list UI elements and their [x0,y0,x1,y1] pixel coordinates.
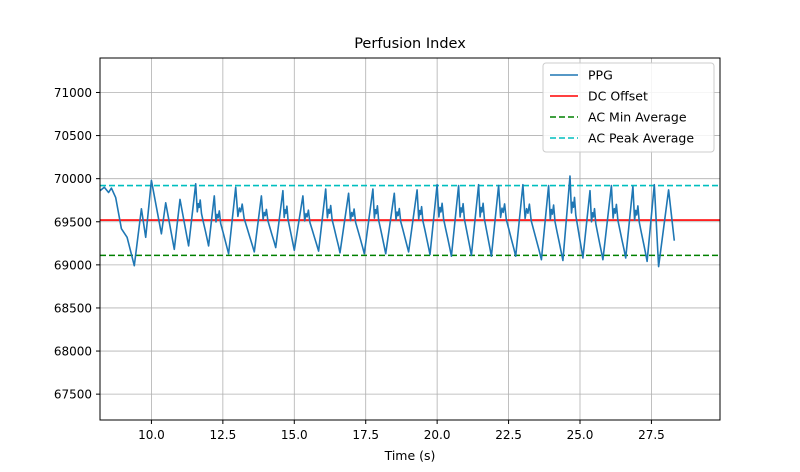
series-layer [99,175,676,268]
chart-title: Perfusion Index [354,36,466,52]
legend-entry-dc-offset: DC Offset [588,89,648,104]
ppg-series-line [99,175,676,268]
y-tick-label: 70000 [54,172,92,186]
y-tick-label: 70500 [54,129,92,143]
x-tick-label: 15.0 [281,428,308,442]
x-tick-label: 22.5 [495,428,522,442]
legend: PPG DC Offset AC Min Average AC Peak Averag… [542,62,715,153]
legend-box [542,62,715,153]
x-tick-label: 25.0 [567,428,594,442]
x-tick-label: 12.5 [209,428,236,442]
x-tick-label: 10.0 [138,428,165,442]
legend-entry-ac-peak-average: AC Peak Average [588,131,694,146]
y-tick-label: 69000 [54,258,92,272]
x-axis-label: Time (s) [384,448,436,463]
legend-entry-ac-min-average: AC Min Average [588,110,687,125]
x-tick-label: 20.0 [424,428,451,442]
x-tick-label: 27.5 [638,428,665,442]
x-tick-label: 17.5 [352,428,379,442]
y-tick-label: 68500 [54,301,92,315]
y-axis-ticks: 67500 68000 68500 69000 69500 70000 70500 71000 [54,86,100,402]
x-axis-ticks: 10.0 12.5 15.0 17.5 20.0 22.5 25.0 27.5 [138,420,665,442]
plot-frame [99,57,721,421]
y-tick-label: 67500 [54,388,92,402]
y-tick-label: 69500 [54,215,92,229]
y-tick-label: 71000 [54,86,92,100]
y-tick-label: 68000 [54,345,92,359]
legend-entry-ppg: PPG [588,68,613,83]
